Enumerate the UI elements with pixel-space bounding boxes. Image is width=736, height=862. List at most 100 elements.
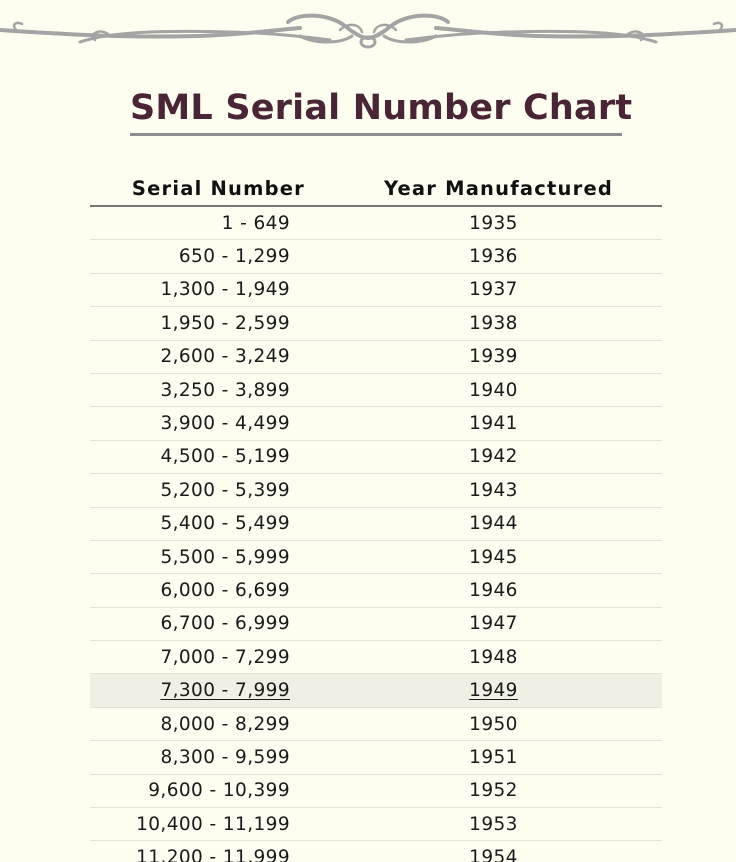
serial-range-cell: 2,600 - 3,249 <box>90 346 290 367</box>
serial-range-cell: 7,000 - 7,299 <box>90 647 290 668</box>
serial-range-text: 650 - 1,299 <box>178 246 290 268</box>
year-cell: 1944 <box>290 513 662 534</box>
serial-range-text: 8,000 - 8,299 <box>160 713 290 735</box>
table-row: 11,200 - 11,999 1954 <box>90 841 662 862</box>
serial-range-text: 5,500 - 5,999 <box>160 546 290 568</box>
table-body: 1 - 649 1935 650 - 1,299 1936 1,300 - 1,949 1… <box>90 207 662 862</box>
year-text: 1938 <box>469 312 518 334</box>
year-text: 1950 <box>469 713 518 735</box>
year-text: 1947 <box>469 613 518 635</box>
year-text: 1945 <box>469 546 518 568</box>
table-row: 650 - 1,299 1936 <box>90 240 662 274</box>
table-row: 10,400 - 11,199 1953 <box>90 808 662 842</box>
table-row: 1,950 - 2,599 1938 <box>90 307 662 341</box>
year-text: 1946 <box>469 579 518 601</box>
serial-range-text: 1,950 - 2,599 <box>160 312 290 334</box>
serial-range-text: 7,000 - 7,299 <box>160 646 290 668</box>
year-text: 1944 <box>469 513 518 535</box>
year-text: 1953 <box>469 813 518 835</box>
year-text: 1941 <box>469 413 518 435</box>
year-text: 1940 <box>469 379 518 401</box>
serial-range-text: 1 - 649 <box>221 212 290 234</box>
serial-range-cell: 3,900 - 4,499 <box>90 413 290 434</box>
year-cell: 1937 <box>290 279 662 300</box>
serial-range-text: 5,400 - 5,499 <box>160 513 290 535</box>
table-row: 6,700 - 6,999 1947 <box>90 608 662 642</box>
table-header: Serial Number Year Manufactured <box>90 172 662 207</box>
table-row: 7,000 - 7,299 1948 <box>90 641 662 675</box>
serial-range-cell: 5,200 - 5,399 <box>90 480 290 501</box>
serial-range-cell: 650 - 1,299 <box>90 246 290 267</box>
year-cell: 1946 <box>290 580 662 601</box>
serial-range-cell: 3,250 - 3,899 <box>90 380 290 401</box>
year-cell: 1951 <box>290 747 662 768</box>
table-row: 4,500 - 5,199 1942 <box>90 441 662 475</box>
serial-range-text: 6,700 - 6,999 <box>160 613 290 635</box>
year-cell: 1954 <box>290 847 662 862</box>
serial-range-text: 3,900 - 4,499 <box>160 413 290 435</box>
table-row: 5,200 - 5,399 1943 <box>90 474 662 508</box>
serial-range-text: 8,300 - 9,599 <box>160 746 290 768</box>
year-text: 1952 <box>469 780 518 802</box>
table-row: 9,600 - 10,399 1952 <box>90 775 662 809</box>
header-serial-label: Serial Number <box>131 177 305 200</box>
year-text: 1954 <box>469 847 518 862</box>
serial-range-cell: 4,500 - 5,199 <box>90 446 290 467</box>
year-cell: 1935 <box>290 213 662 234</box>
serial-range-cell: 8,000 - 8,299 <box>90 714 290 735</box>
year-cell: 1945 <box>290 547 662 568</box>
year-cell: 1942 <box>290 446 662 467</box>
serial-range-cell: 11,200 - 11,999 <box>90 847 290 862</box>
year-cell: 1949 <box>290 680 662 701</box>
header-year-manufactured: Year Manufactured <box>305 177 662 200</box>
year-cell: 1943 <box>290 480 662 501</box>
year-cell: 1948 <box>290 647 662 668</box>
year-cell: 1939 <box>290 346 662 367</box>
year-cell: 1947 <box>290 613 662 634</box>
serial-number-table: Serial Number Year Manufactured 1 - 649 1… <box>90 172 662 862</box>
serial-range-cell: 9,600 - 10,399 <box>90 780 290 801</box>
table-row: 1,300 - 1,949 1937 <box>90 274 662 308</box>
serial-range-cell: 6,700 - 6,999 <box>90 613 290 634</box>
serial-range-text: 1,300 - 1,949 <box>160 279 290 301</box>
serial-range-cell: 6,000 - 6,699 <box>90 580 290 601</box>
table-row: 5,400 - 5,499 1944 <box>90 508 662 541</box>
serial-range-text[interactable]: 7,300 - 7,999 <box>160 680 290 702</box>
year-cell: 1952 <box>290 780 662 801</box>
year-text: 1948 <box>469 646 518 668</box>
year-cell: 1936 <box>290 246 662 267</box>
year-cell: 1941 <box>290 413 662 434</box>
serial-range-cell: 1,950 - 2,599 <box>90 313 290 334</box>
year-cell: 1938 <box>290 313 662 334</box>
serial-range-text: 11,200 - 11,999 <box>136 847 290 862</box>
page-title: SML Serial Number Chart <box>130 84 632 136</box>
header-serial-number: Serial Number <box>90 177 305 200</box>
serial-range-cell: 5,400 - 5,499 <box>90 513 290 534</box>
year-cell: 1950 <box>290 714 662 735</box>
year-text: 1942 <box>469 446 518 468</box>
table-row: 8,000 - 8,299 1950 <box>90 708 662 742</box>
year-cell: 1940 <box>290 380 662 401</box>
table-row: 3,900 - 4,499 1941 <box>90 407 662 441</box>
year-text: 1937 <box>469 279 518 301</box>
table-row: 5,500 - 5,999 1945 <box>90 541 662 575</box>
table-row: 8,300 - 9,599 1951 <box>90 741 662 775</box>
year-text[interactable]: 1949 <box>469 680 518 702</box>
serial-range-text: 2,600 - 3,249 <box>160 346 290 368</box>
serial-range-text: 6,000 - 6,699 <box>160 579 290 601</box>
serial-range-text: 4,500 - 5,199 <box>160 446 290 468</box>
serial-range-cell: 7,300 - 7,999 <box>90 680 290 701</box>
table-row[interactable]: 7,300 - 7,999 1949 <box>90 674 662 708</box>
serial-range-cell: 1,300 - 1,949 <box>90 279 290 300</box>
table-row: 1 - 649 1935 <box>90 207 662 241</box>
year-text: 1936 <box>469 246 518 268</box>
serial-range-cell: 8,300 - 9,599 <box>90 747 290 768</box>
serial-range-text: 9,600 - 10,399 <box>148 780 290 802</box>
year-text: 1943 <box>469 479 518 501</box>
header-year-label: Year Manufactured <box>383 177 614 200</box>
serial-range-text: 10,400 - 11,199 <box>136 813 290 835</box>
serial-range-text: 3,250 - 3,899 <box>160 379 290 401</box>
year-text: 1935 <box>469 212 518 234</box>
serial-range-cell: 5,500 - 5,999 <box>90 547 290 568</box>
serial-range-cell: 1 - 649 <box>90 213 290 234</box>
